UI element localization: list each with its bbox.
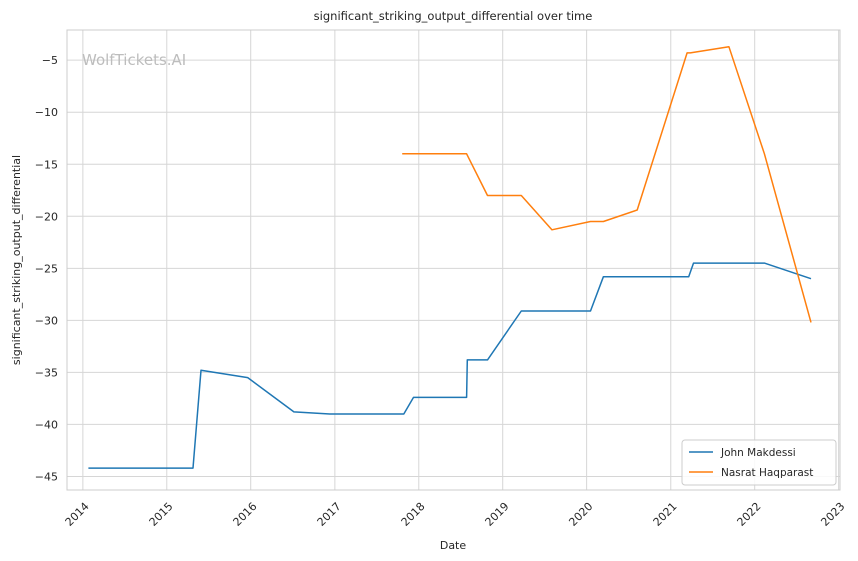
x-tick-label-2022: 2022 (735, 500, 764, 529)
y-tick-labels: −45 −40 −35 −30 −25 −20 −15 −10 −5 (35, 54, 58, 483)
y-tick-label: −5 (42, 54, 58, 67)
legend-label-nasrat-haqparast: Nasrat Haqparast (721, 467, 813, 479)
y-tick-label: −30 (35, 314, 58, 327)
y-axis-label: significant_striking_output_differential (10, 155, 23, 365)
x-tick-label-2016: 2016 (231, 500, 260, 529)
y-tick-label: −20 (35, 210, 58, 223)
watermark-text: WolfTickets.AI (82, 51, 186, 69)
legend-box (681, 439, 837, 486)
series-line-nasrat-haqparast (402, 45, 812, 323)
x-tick-labels: 2014 2015 2016 2017 2018 2019 2020 2021 2022 2023 (63, 500, 848, 529)
y-tick-label: −45 (35, 470, 58, 483)
x-tick-label-2021: 2021 (651, 500, 680, 529)
y-tick-label: −10 (35, 106, 58, 119)
legend: John Makdessi Nasrat Haqparast (681, 439, 837, 486)
y-tick-label: −25 (35, 262, 58, 275)
legend-label-john-makdessi: John Makdessi (720, 447, 796, 459)
series-line-john-makdessi (88, 262, 812, 469)
x-tick-label-2019: 2019 (483, 500, 512, 529)
grid (67, 30, 840, 490)
x-tick-label-2017: 2017 (315, 500, 344, 529)
x-tick-label-2014: 2014 (63, 500, 92, 529)
x-tick-label-2015: 2015 (147, 500, 176, 529)
x-tick-label-2020: 2020 (566, 500, 595, 529)
x-tick-label-2018: 2018 (399, 500, 428, 529)
chart-title: significant_striking_output_differential… (314, 9, 593, 23)
x-axis-label: Date (440, 539, 467, 552)
y-tick-label: −40 (35, 418, 58, 431)
plot-area-frame (66, 29, 841, 491)
y-tick-label: −35 (35, 366, 58, 379)
x-tick-label-2023: 2023 (818, 500, 847, 529)
y-tick-label: −15 (35, 158, 58, 171)
series-lines (88, 45, 812, 469)
